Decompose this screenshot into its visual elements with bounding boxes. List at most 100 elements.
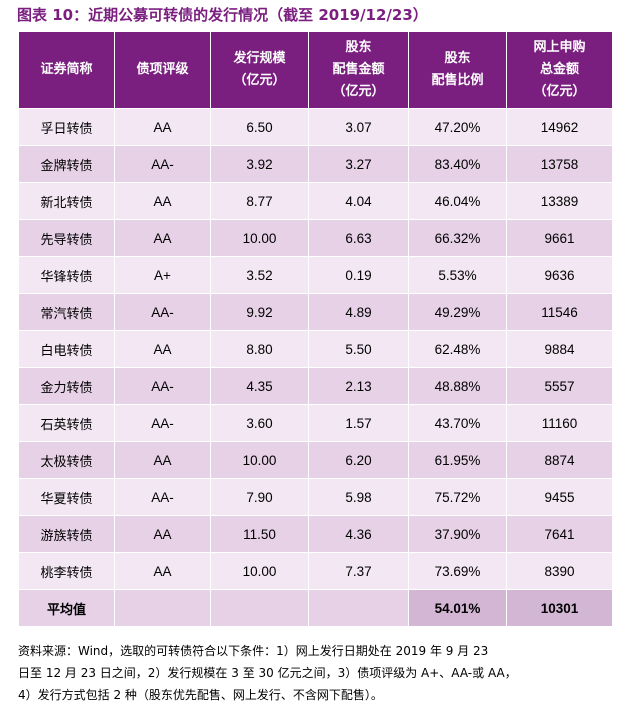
header-line: （亿元） — [233, 73, 286, 88]
issue-size-cell: 4.35 — [210, 367, 309, 405]
holder-ratio-cell: 73.69% — [408, 552, 507, 590]
rating-cell: AA — [114, 182, 211, 220]
online-total-cell: 9455 — [506, 478, 613, 516]
holder-ratio-cell: 47.20% — [408, 108, 507, 146]
bond-name-cell: 金牌转债 — [18, 145, 115, 183]
col-header-holder-ratio: 股东 配售比例 — [408, 31, 507, 109]
holder-amount-cell: 4.89 — [308, 293, 409, 331]
table-row: 桃李转债 AA 10.00 7.37 73.69% 8390 — [18, 552, 613, 590]
rating-cell: AA — [114, 330, 211, 368]
holder-amount-cell: 6.20 — [308, 441, 409, 479]
issue-size-cell: 7.90 — [210, 478, 309, 516]
header-line: 证券简称 — [40, 62, 93, 77]
table-row: 太极转债 AA 10.00 6.20 61.95% 8874 — [18, 441, 613, 479]
issue-size-cell: 10.00 — [210, 552, 309, 590]
holder-amount-cell: 6.63 — [308, 219, 409, 257]
online-total-cell: 9884 — [506, 330, 613, 368]
holder-amount-cell: 0.19 — [308, 256, 409, 294]
issue-size-cell: 11.50 — [210, 515, 309, 553]
table-row: 华锋转债 A+ 3.52 0.19 5.53% 9636 — [18, 256, 613, 294]
holder-ratio-cell: 49.29% — [408, 293, 507, 331]
online-total-cell: 5557 — [506, 367, 613, 405]
issue-size-cell: 3.92 — [210, 145, 309, 183]
bond-name-cell: 桃李转债 — [18, 552, 115, 590]
header-line: （亿元） — [332, 84, 385, 99]
holder-amount-cell: 5.98 — [308, 478, 409, 516]
holder-amount-cell: 5.50 — [308, 330, 409, 368]
rating-cell: AA- — [114, 293, 211, 331]
table-row: 先导转债 AA 10.00 6.63 66.32% 9661 — [18, 219, 613, 257]
issue-size-cell: 9.92 — [210, 293, 309, 331]
note-line: 日至 12 月 23 日之间，2）发行规模在 3 至 30 亿元之间，3）债项评… — [18, 666, 517, 680]
rating-cell: AA- — [114, 404, 211, 442]
rating-cell: AA — [114, 441, 211, 479]
table-row: 白电转债 AA 8.80 5.50 62.48% 9884 — [18, 330, 613, 368]
col-header-size: 发行规模 （亿元） — [210, 31, 309, 109]
bond-name-cell: 常汽转债 — [18, 293, 115, 331]
bond-name-cell: 先导转债 — [18, 219, 115, 257]
note-line: 资料来源：Wind，选取的可转债符合以下条件：1）网上发行日期处在 2019 年… — [18, 644, 489, 658]
bond-name-cell: 华锋转债 — [18, 256, 115, 294]
holder-amount-cell: 7.37 — [308, 552, 409, 590]
bond-issuance-table: 证券简称 债项评级 发行规模 （亿元） 股东配售金额 （亿元） 股东配售比例 网上申… — [18, 31, 613, 627]
average-online-total-cell: 10301 — [506, 589, 613, 627]
rating-cell: AA — [114, 515, 211, 553]
online-total-cell: 8874 — [506, 441, 613, 479]
holder-amount-cell: 2.13 — [308, 367, 409, 405]
figure-title: 图表 10：近期公募可转债的发行情况（截至 2019/12/23） — [17, 6, 428, 24]
issue-size-cell: 3.60 — [210, 404, 309, 442]
issue-size-cell: 6.50 — [210, 108, 309, 146]
header-line: 配售金额 — [332, 62, 385, 77]
rating-cell: AA- — [114, 367, 211, 405]
header-line: 股东 — [444, 51, 471, 66]
online-total-cell: 8390 — [506, 552, 613, 590]
bond-name-cell: 游族转债 — [18, 515, 115, 553]
bond-name-cell: 金力转债 — [18, 367, 115, 405]
holder-ratio-cell: 5.53% — [408, 256, 507, 294]
bond-name-cell: 华夏转债 — [18, 478, 115, 516]
issue-size-cell: 10.00 — [210, 441, 309, 479]
col-header-rating: 债项评级 — [114, 31, 211, 109]
holder-amount-cell: 1.57 — [308, 404, 409, 442]
online-total-cell: 11160 — [506, 404, 613, 442]
table-row: 石英转债 AA- 3.60 1.57 43.70% 11160 — [18, 404, 613, 442]
online-total-cell: 9636 — [506, 256, 613, 294]
average-holder-amount-cell — [308, 589, 409, 627]
table-row: 新北转债 AA 8.77 4.04 46.04% 13389 — [18, 182, 613, 220]
col-header-holder-amount: 股东配售金额 （亿元） — [308, 31, 409, 109]
online-total-cell: 13389 — [506, 182, 613, 220]
table-row: 华夏转债 AA- 7.90 5.98 75.72% 9455 — [18, 478, 613, 516]
issue-size-cell: 8.80 — [210, 330, 309, 368]
holder-ratio-cell: 61.95% — [408, 441, 507, 479]
bond-name-cell: 白电转债 — [18, 330, 115, 368]
holder-amount-cell: 3.27 — [308, 145, 409, 183]
average-bond-name-cell: 平均值 — [18, 589, 115, 627]
average-rating-cell — [114, 589, 211, 627]
online-total-cell: 11546 — [506, 293, 613, 331]
bond-name-cell: 孚日转债 — [18, 108, 115, 146]
average-issue-size-cell — [210, 589, 309, 627]
header-line: 配售比例 — [431, 73, 484, 88]
table-row: 金牌转债 AA- 3.92 3.27 83.40% 13758 — [18, 145, 613, 183]
header-line: 总金额 — [539, 62, 579, 77]
rating-cell: AA — [114, 552, 211, 590]
holder-ratio-cell: 75.72% — [408, 478, 507, 516]
issue-size-cell: 8.77 — [210, 182, 309, 220]
holder-ratio-cell: 46.04% — [408, 182, 507, 220]
rating-cell: A+ — [114, 256, 211, 294]
issue-size-cell: 10.00 — [210, 219, 309, 257]
note-line: 4）发行方式包括 2 种（股东优先配售、网上发行、不含网下配售）。 — [18, 688, 383, 702]
holder-ratio-cell: 83.40% — [408, 145, 507, 183]
bond-name-cell: 新北转债 — [18, 182, 115, 220]
source-note: 资料来源：Wind，选取的可转债符合以下条件：1）网上发行日期处在 2019 年… — [18, 640, 618, 706]
col-header-name: 证券简称 — [18, 31, 115, 109]
table-row: 常汽转债 AA- 9.92 4.89 49.29% 11546 — [18, 293, 613, 331]
header-line: 股东 — [345, 40, 372, 55]
average-row: 平均值 54.01% 10301 — [18, 589, 613, 627]
online-total-cell: 9661 — [506, 219, 613, 257]
holder-ratio-cell: 66.32% — [408, 219, 507, 257]
col-header-online-total: 网上申购 总金额 （亿元） — [506, 31, 613, 109]
header-line: 债项评级 — [136, 62, 189, 77]
table-row: 金力转债 AA- 4.35 2.13 48.88% 5557 — [18, 367, 613, 405]
rating-cell: AA- — [114, 478, 211, 516]
